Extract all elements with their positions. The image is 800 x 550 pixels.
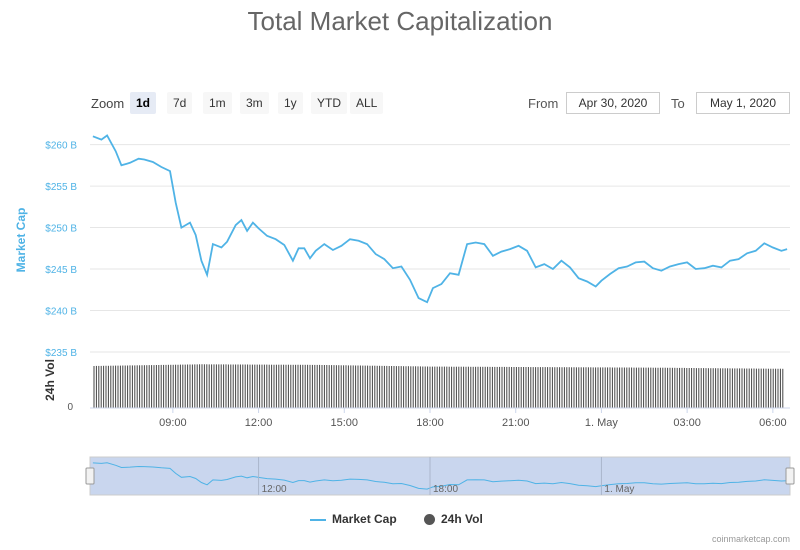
range-from-label: From bbox=[528, 96, 559, 111]
legend-market-cap-label: Market Cap bbox=[332, 512, 397, 526]
navigator-right-handle[interactable] bbox=[785, 467, 795, 485]
y-tick-label: $245 B bbox=[45, 265, 77, 276]
legend-vol-label: 24h Vol bbox=[441, 512, 483, 526]
range-to-input[interactable]: May 1, 2020 bbox=[696, 92, 790, 114]
navigator-window[interactable] bbox=[89, 456, 791, 496]
zoom-3m-button[interactable]: 3m bbox=[240, 92, 269, 114]
zoom-ytd-button[interactable]: YTD bbox=[311, 92, 347, 114]
x-tick-label: 15:00 bbox=[331, 417, 359, 429]
y-tick-label: $250 B bbox=[45, 224, 77, 235]
navigator: 12:00 18:00 1. May bbox=[85, 456, 795, 496]
volume-bars bbox=[93, 364, 784, 408]
navigator-tick-label: 12:00 bbox=[262, 484, 287, 495]
y-tick-label: $260 B bbox=[45, 141, 77, 152]
navigator-line bbox=[92, 462, 788, 490]
navigator-left-handle[interactable] bbox=[85, 467, 95, 485]
x-tick-label: 18:00 bbox=[416, 417, 444, 429]
zoom-1d-button[interactable]: 1d bbox=[130, 92, 157, 114]
navigator-tick-label: 18:00 bbox=[433, 484, 458, 495]
x-tick-label: 12:00 bbox=[245, 417, 273, 429]
y-tick-label: $235 B bbox=[45, 348, 77, 359]
market-cap-line bbox=[92, 134, 788, 304]
legend-market-cap[interactable]: Market Cap bbox=[310, 512, 397, 526]
y-tick-label: $255 B bbox=[45, 182, 77, 193]
range-from-input[interactable]: Apr 30, 2020 bbox=[566, 92, 660, 114]
legend-24h-vol[interactable]: 24h Vol bbox=[424, 512, 483, 526]
x-tick-label: 03:00 bbox=[673, 417, 701, 429]
zoom-1m-button[interactable]: 1m bbox=[203, 92, 232, 114]
navigator-tick-label: 1. May bbox=[604, 484, 634, 495]
circle-legend-icon bbox=[424, 514, 435, 526]
credit-link[interactable]: coinmarketcap.com bbox=[711, 534, 790, 544]
zoom-7d-button[interactable]: 7d bbox=[167, 92, 193, 114]
range-to-label: To bbox=[671, 96, 685, 111]
x-tick-label: 06:00 bbox=[759, 417, 787, 429]
x-tick-label: 21:00 bbox=[502, 417, 530, 429]
chart-title: Total Market Capitalization bbox=[247, 6, 553, 36]
x-tick-label: 1. May bbox=[585, 417, 619, 429]
grid-lines bbox=[90, 144, 790, 353]
x-axis-ticks: 09:00 12:00 15:00 18:00 21:00 1. May 03:00 06:0… bbox=[90, 407, 790, 429]
y-axis-title: Market Cap bbox=[14, 208, 28, 273]
line-legend-icon bbox=[310, 518, 326, 521]
y-axis-ticks: $235 B $240 B $245 B $250 B $255 B $260 B bbox=[45, 141, 77, 359]
vol-zero-tick: 0 bbox=[67, 402, 73, 413]
x-tick-label: 09:00 bbox=[159, 417, 187, 429]
zoom-label: Zoom bbox=[91, 96, 125, 111]
vol-axis-title: 24h Vol bbox=[43, 359, 57, 401]
y-tick-label: $240 B bbox=[45, 307, 77, 318]
zoom-all-button[interactable]: ALL bbox=[350, 92, 384, 114]
zoom-1y-button[interactable]: 1y bbox=[278, 92, 303, 114]
navigator-ticks: 12:00 18:00 1. May bbox=[258, 457, 634, 495]
